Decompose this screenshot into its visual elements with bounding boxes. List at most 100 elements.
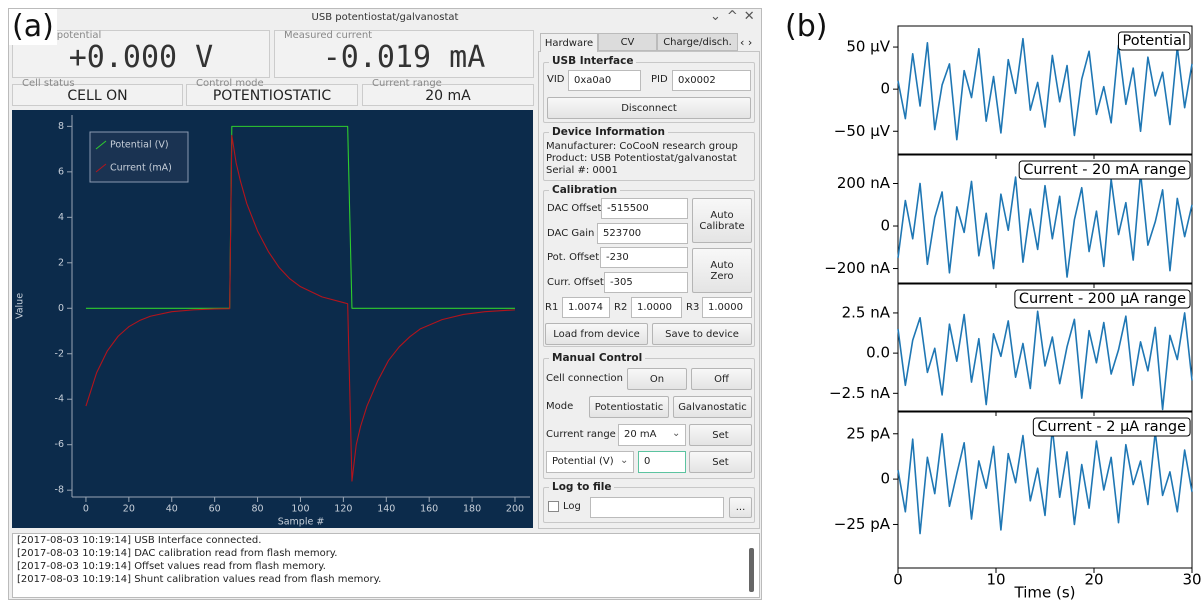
y-tick-label: 2.5 nA <box>842 303 891 321</box>
tab[interactable]: CV <box>598 33 657 51</box>
text-input[interactable]: -305 <box>604 272 688 293</box>
text-input[interactable]: 1.0074 <box>562 297 610 318</box>
status-label: Cell status <box>22 78 75 89</box>
text-input[interactable] <box>590 497 724 518</box>
x-tick-label: 120 <box>334 504 352 515</box>
field-label: Cell connection <box>546 373 623 384</box>
dropdown-arrow: ⌄ <box>672 428 681 439</box>
field-label: DAC Offset <box>547 203 602 214</box>
tab-page <box>538 51 760 529</box>
dropdown-arrow: ⌄ <box>620 455 629 466</box>
button[interactable]: Load from device <box>545 323 648 345</box>
x-tick-label: 100 <box>291 504 309 515</box>
group-title: Manual Control <box>549 352 646 364</box>
y-tick-label: 25 pA <box>846 424 890 442</box>
tab[interactable]: Hardware <box>540 33 598 52</box>
y-axis-label: Value <box>15 293 26 319</box>
log-line: [2017-08-03 10:19:14] USB Interface conn… <box>17 535 262 546</box>
group-title: Calibration <box>549 184 621 196</box>
log-line: [2017-08-03 10:19:14] Offset values read… <box>17 561 326 572</box>
window-title: USB potentiostat/galvanostat <box>311 12 459 23</box>
field-label: Current range <box>546 429 616 440</box>
y-tick-label: -6 <box>55 439 64 450</box>
scrollbar[interactable] <box>749 548 754 592</box>
tab[interactable]: Charge/disch. <box>657 33 738 51</box>
text-input[interactable]: 0 <box>638 451 686 473</box>
y-tick-label: 2 <box>58 257 64 268</box>
legend-swatch <box>95 163 107 173</box>
tab-scroll[interactable]: ‹ › <box>740 36 753 49</box>
group-title: USB Interface <box>549 55 637 67</box>
button[interactable]: Disconnect <box>547 97 751 119</box>
y-tick-label: 0.0 <box>866 344 890 362</box>
text-input[interactable]: 523700 <box>597 223 688 244</box>
log-line: [2017-08-03 10:19:14] Shunt calibration … <box>17 574 382 585</box>
button[interactable]: ... <box>729 497 752 518</box>
y-tick-label: -4 <box>55 394 64 405</box>
button[interactable]: Save to device <box>652 323 752 345</box>
button[interactable]: Set <box>689 451 752 473</box>
readout-value: +0.000 V <box>68 40 214 75</box>
dropdown[interactable]: 20 mA <box>618 424 686 446</box>
dropdown[interactable]: Potential (V) <box>546 451 634 473</box>
x-axis-label: Time (s) <box>1014 584 1076 601</box>
checkbox[interactable] <box>548 501 559 512</box>
y-tick-label: 0 <box>880 217 890 235</box>
y-tick-label: -8 <box>55 485 64 496</box>
axes-frame <box>897 154 1193 284</box>
panel-title-box <box>1014 289 1191 309</box>
panel-label: (a) <box>9 9 57 45</box>
y-tick-label: −2.5 nA <box>829 384 891 402</box>
button[interactable]: Off <box>691 368 752 390</box>
text-input[interactable]: 0xa0a0 <box>568 70 641 91</box>
text-input[interactable]: -230 <box>600 247 688 268</box>
panel-title-box <box>1018 160 1191 180</box>
panel-title-box <box>1117 31 1191 51</box>
info-line: Product: USB Potentiostat/galvanostat <box>546 153 737 164</box>
data-line <box>897 427 1193 535</box>
x-axis-label: Sample # <box>278 517 325 528</box>
data-line <box>897 310 1193 411</box>
field-label: Pot. Offset <box>547 252 600 263</box>
status-label: Control mode <box>196 78 264 89</box>
button[interactable]: Potentiostatic <box>589 396 669 418</box>
button[interactable]: Auto Zero <box>692 248 752 293</box>
legend-label: Current (mA) <box>110 163 172 174</box>
checkbox-label: Log <box>563 501 581 512</box>
y-tick-label: 8 <box>58 121 64 132</box>
status-label: Current range <box>372 78 442 89</box>
group-box <box>543 190 755 347</box>
button[interactable]: Set <box>689 424 752 446</box>
text-input[interactable]: 0x0002 <box>672 70 751 91</box>
x-tick-label: 60 <box>209 504 221 515</box>
y-tick-label: 50 µV <box>846 38 890 56</box>
field-label: PID <box>651 74 668 85</box>
panel-title-box <box>1032 417 1191 437</box>
axes-frame <box>897 283 1193 412</box>
panel-title: Potential <box>1122 33 1186 49</box>
data-line <box>897 172 1193 278</box>
text-input[interactable]: 1.0000 <box>631 297 682 318</box>
status-value: 20 mA <box>425 88 471 104</box>
x-tick-label: 20 <box>123 504 135 515</box>
x-tick-label: 40 <box>166 504 178 515</box>
x-tick-label: 160 <box>420 504 438 515</box>
button[interactable]: Galvanostatic <box>673 396 752 418</box>
y-tick-label: −25 pA <box>834 515 891 533</box>
button[interactable]: Auto Calibrate <box>692 198 752 243</box>
status-box <box>12 84 183 106</box>
text-input[interactable]: 1.0000 <box>702 297 752 318</box>
y-tick-label: -2 <box>55 348 64 359</box>
info-line: Serial #: 0001 <box>546 165 618 176</box>
data-line <box>85 134 516 482</box>
window-controls[interactable]: ⌄^✕ <box>710 9 761 24</box>
noise-charts: −50 µV 0 50 µV Potential −200 nA 0 200 nA Curre… <box>824 25 1202 601</box>
group-box <box>543 358 755 479</box>
text-input[interactable]: -515500 <box>601 198 688 219</box>
panel-title: Current - 200 µA range <box>1019 291 1186 307</box>
y-tick-label: −50 µV <box>834 122 891 140</box>
readout-box <box>274 30 534 78</box>
button[interactable]: On <box>627 368 687 390</box>
legend-label: Potential (V) <box>110 140 169 151</box>
